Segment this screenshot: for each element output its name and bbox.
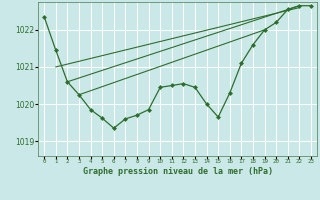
X-axis label: Graphe pression niveau de la mer (hPa): Graphe pression niveau de la mer (hPa) [83,167,273,176]
